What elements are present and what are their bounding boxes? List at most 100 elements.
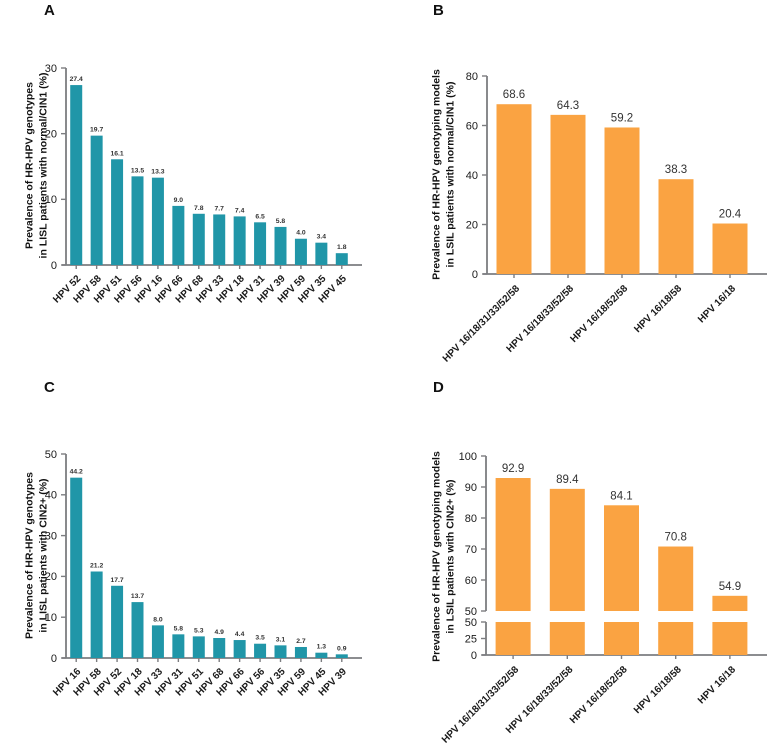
bar-value-label: 13.7 [131, 593, 144, 600]
panel-C: C Prevalence of HR-HPV genotypes in LISL… [0, 377, 388, 755]
bar-value-label: 68.6 [503, 89, 525, 101]
bar [111, 159, 124, 265]
bar [294, 238, 307, 265]
bar-value-label: 1.3 [317, 644, 327, 651]
bar-value-label: 13.3 [151, 169, 164, 176]
bar [70, 85, 83, 265]
bar [712, 223, 748, 274]
bar [335, 654, 348, 658]
y-tick-label: 30 [45, 63, 57, 75]
bar [151, 625, 164, 658]
panel-A: A Prevalence of HR-HPV genotypes in LISL… [0, 0, 388, 378]
y-tick-label: 0 [471, 650, 477, 662]
bar-value-label: 3.4 [317, 234, 327, 241]
y-tick-label: 50 [45, 449, 57, 461]
y-tick-label: 30 [45, 530, 57, 542]
panel-letter-A: A [44, 2, 55, 19]
bar-value-label: 16.1 [110, 150, 123, 157]
bar-value-label: 3.1 [276, 636, 286, 643]
bar-lower-segment [604, 622, 639, 655]
bar [111, 585, 124, 658]
bar [213, 638, 226, 658]
bar-value-label: 6.5 [255, 213, 265, 220]
y-tick-label: 20 [466, 219, 478, 231]
bar [549, 488, 585, 611]
bar [315, 652, 328, 658]
bar-value-label: 5.8 [276, 218, 286, 225]
bar [604, 505, 639, 611]
bar [90, 135, 103, 265]
bar-value-label: 4.4 [235, 631, 245, 638]
bar [604, 127, 640, 274]
bar [294, 646, 307, 658]
bar [151, 177, 164, 265]
y-tick-label: 20 [45, 571, 57, 583]
y-tick-label: 90 [465, 482, 477, 494]
bar [658, 546, 694, 611]
y-tick-label: 0 [51, 260, 57, 272]
bar [254, 222, 267, 265]
bar [70, 477, 83, 658]
bar [233, 640, 246, 658]
bar-value-label: 7.4 [235, 207, 245, 214]
bar-value-label: 1.8 [337, 244, 347, 251]
bar-value-label: 89.4 [556, 474, 579, 486]
bar [131, 602, 144, 658]
y-tick-label: 20 [45, 128, 57, 140]
bar-value-label: 7.7 [214, 205, 224, 212]
y-tick-label: 60 [465, 575, 477, 587]
y-tick-label: 40 [45, 490, 57, 502]
x-category-label: HPV 16/18/58 [632, 283, 684, 335]
bar-value-label: 9.0 [174, 197, 184, 204]
bar [495, 478, 531, 611]
bar-value-label: 64.3 [557, 100, 579, 112]
bar-lower-segment [658, 622, 694, 655]
bar-value-label: 84.1 [610, 490, 632, 502]
y-tick-label: 40 [466, 170, 478, 182]
y-tick-label: 50 [465, 606, 477, 618]
bar-lower-segment [712, 622, 748, 655]
bar-value-label: 21.2 [90, 563, 103, 570]
bar-value-label: 20.4 [719, 209, 742, 221]
bar-value-label: 4.0 [296, 230, 306, 237]
y-tick-label: 70 [465, 544, 477, 556]
bar [274, 226, 287, 265]
y-tick-label: 25 [465, 633, 477, 645]
bar-value-label: 92.9 [502, 463, 524, 475]
panel-letter-D: D [433, 379, 444, 396]
bar-value-label: 44.2 [70, 469, 83, 476]
x-category-label: HPV 16/18/58 [632, 664, 684, 716]
panel-letter-C: C [44, 379, 55, 396]
bar [233, 216, 246, 265]
bar-value-label: 4.9 [214, 629, 224, 636]
bar [274, 645, 287, 658]
y-tick-label: 50 [465, 617, 477, 629]
bar [172, 634, 185, 658]
y-tick-label: 0 [51, 653, 57, 665]
bar [172, 205, 185, 265]
bar-value-label: 7.8 [194, 205, 204, 212]
bar [254, 643, 267, 658]
bar-value-label: 3.5 [255, 635, 265, 642]
y-tick-label: 80 [465, 513, 477, 525]
bar-value-label: 13.5 [131, 167, 144, 174]
y-tick-label: 10 [45, 612, 57, 624]
panel-B: B Prevalence of HR-HPV genotyping models… [389, 0, 777, 378]
x-category-label: HPV 16/18 [696, 283, 738, 325]
x-category-label: HPV 16/18/52/58 [568, 283, 630, 345]
y-tick-label: 60 [466, 120, 478, 132]
bar [335, 253, 348, 265]
bar-value-label: 54.9 [719, 581, 741, 593]
x-category-label: HPV 16/18 [696, 664, 738, 706]
bar [213, 214, 226, 265]
panel-D: D Prevalence of HR-HPV genotyping models… [389, 377, 777, 755]
bar-value-label: 5.8 [174, 625, 184, 632]
y-tick-label: 10 [45, 194, 57, 206]
bar-value-label: 19.7 [90, 127, 103, 134]
x-category-label: HPV 16/18/52/58 [568, 664, 630, 726]
bar-lower-segment [549, 622, 585, 655]
